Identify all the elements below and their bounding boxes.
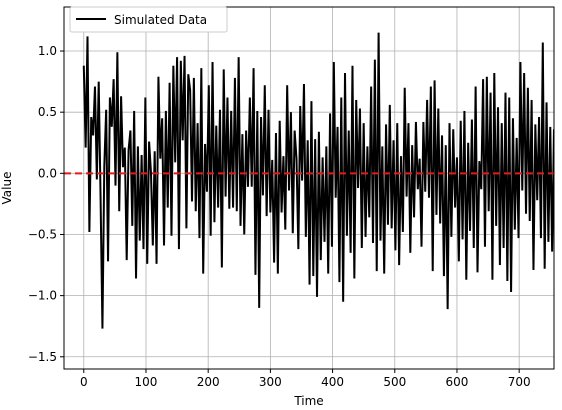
x-tick-label: 100: [135, 375, 158, 389]
x-tick-label: 700: [508, 375, 531, 389]
x-tick-label: 400: [321, 375, 344, 389]
x-tick-label: 500: [383, 375, 406, 389]
y-tick-label: −1.0: [28, 289, 57, 303]
axes-frame: [63, 6, 555, 370]
x-axis-ticks: 0 100 200 300 400 500 600 700: [80, 369, 531, 389]
y-tick-label: −1.5: [28, 350, 57, 364]
x-axis-label: Time: [293, 394, 323, 408]
y-axis-ticks: −1.5 −1.0 −0.5 0.0 0.5 1.0: [28, 44, 64, 364]
y-tick-label: 0.0: [38, 166, 57, 180]
x-tick-label: 0: [80, 375, 88, 389]
legend: Simulated Data: [69, 6, 228, 33]
legend-box: [69, 6, 228, 33]
x-tick-label: 200: [197, 375, 220, 389]
y-tick-label: 0.5: [38, 105, 57, 119]
y-tick-label: −0.5: [28, 227, 57, 241]
series-line-simulated-data: [82, 32, 554, 329]
y-axis-label: Value: [0, 172, 14, 205]
legend-label-simulated-data: Simulated Data: [114, 13, 207, 27]
x-tick-label: 600: [446, 375, 469, 389]
plot-area: [64, 32, 554, 329]
y-tick-label: 1.0: [38, 44, 57, 58]
x-tick-label: 300: [259, 375, 282, 389]
